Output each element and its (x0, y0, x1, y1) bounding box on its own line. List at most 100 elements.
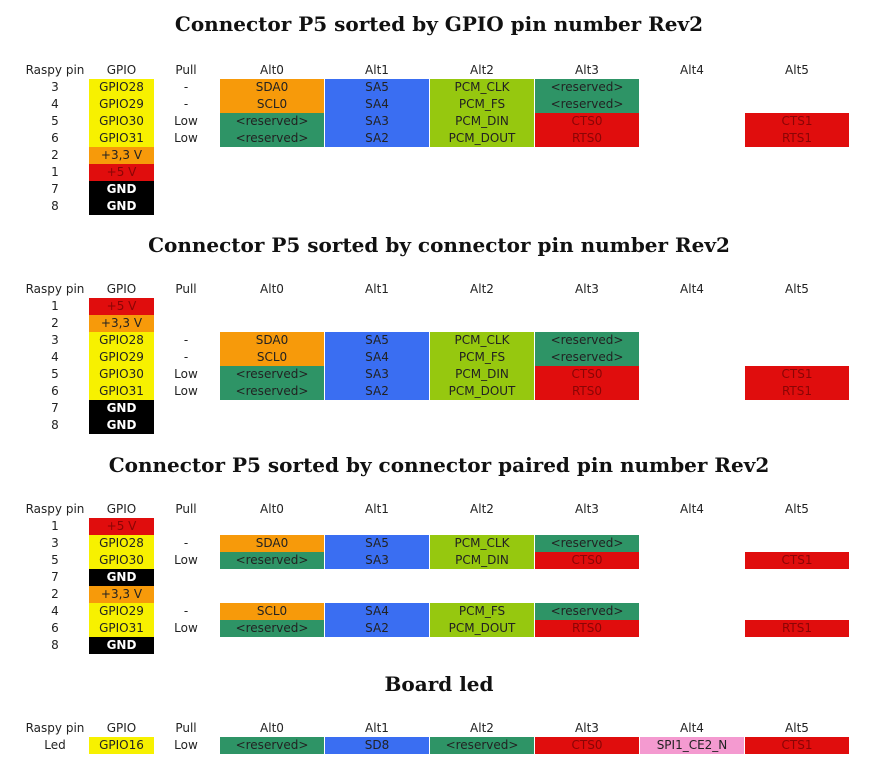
pin-number: Led (44, 738, 66, 752)
gpio-cell: +5 V (89, 298, 154, 315)
alt-function-cell: <reserved> (535, 603, 639, 620)
pin-number: 3 (51, 536, 59, 550)
alt-function-cell: SDA0 (220, 535, 324, 552)
pin-number: 7 (51, 182, 59, 196)
column-header: Alt2 (470, 721, 494, 735)
column-header: Alt1 (365, 282, 389, 296)
section-title: Connector P5 sorted by connector pin num… (148, 233, 730, 257)
column-header: Pull (175, 63, 197, 77)
pin-number: 5 (51, 367, 59, 381)
alt-function-cell: <reserved> (535, 349, 639, 366)
alt-function-cell: SA5 (325, 332, 429, 349)
gpio-cell: GPIO29 (89, 603, 154, 620)
column-header: Alt3 (575, 502, 599, 516)
column-header: Alt1 (365, 721, 389, 735)
alt-function-cell: RTS1 (745, 383, 849, 400)
alt-function-cell: RTS1 (745, 620, 849, 637)
pull-cell: Low (174, 553, 198, 567)
pin-number: 1 (51, 165, 59, 179)
pin-number: 7 (51, 401, 59, 415)
pin-number: 6 (51, 131, 59, 145)
gpio-cell: GPIO30 (89, 366, 154, 383)
column-header: Alt0 (260, 282, 284, 296)
alt-function-cell: PCM_CLK (430, 79, 534, 96)
column-header: GPIO (106, 502, 137, 516)
alt-function-cell: RTS0 (535, 130, 639, 147)
gpio-cell: GPIO31 (89, 130, 154, 147)
pin-number: 1 (51, 299, 59, 313)
alt-function-cell: <reserved> (535, 332, 639, 349)
column-header: Alt2 (470, 63, 494, 77)
gpio-cell: GPIO28 (89, 535, 154, 552)
alt-function-cell: CTS0 (535, 366, 639, 383)
alt-function-cell: PCM_CLK (430, 535, 534, 552)
pin-number: 3 (51, 80, 59, 94)
alt-function-cell: CTS1 (745, 113, 849, 130)
alt-function-cell: SA3 (325, 113, 429, 130)
gpio-cell: GPIO28 (89, 79, 154, 96)
gpio-cell: GPIO30 (89, 552, 154, 569)
alt-function-cell: SD8 (325, 737, 429, 754)
alt-function-cell: PCM_FS (430, 349, 534, 366)
section-title: Connector P5 sorted by connector paired … (108, 453, 770, 477)
column-header: Alt1 (365, 502, 389, 516)
column-header: Alt5 (785, 502, 809, 516)
column-header: Alt4 (680, 282, 704, 296)
alt-function-cell: SCL0 (220, 96, 324, 113)
alt-function-cell: <reserved> (220, 620, 324, 637)
pull-cell: - (183, 97, 189, 111)
alt-function-cell: PCM_DIN (430, 113, 534, 130)
pin-number: 7 (51, 570, 59, 584)
column-header: Raspy pin (25, 502, 85, 516)
column-header: Pull (175, 282, 197, 296)
column-header: Alt3 (575, 721, 599, 735)
gpio-cell: GND (89, 637, 154, 654)
column-header: GPIO (106, 282, 137, 296)
column-header: Alt3 (575, 282, 599, 296)
gpio-cell: GND (89, 569, 154, 586)
pull-cell: - (183, 333, 189, 347)
column-header: Alt5 (785, 63, 809, 77)
alt-function-cell: SDA0 (220, 332, 324, 349)
alt-function-cell: CTS0 (535, 737, 639, 754)
alt-function-cell: <reserved> (220, 383, 324, 400)
alt-function-cell: SA2 (325, 130, 429, 147)
gpio-cell: GPIO16 (89, 737, 154, 754)
alt-function-cell: <reserved> (220, 552, 324, 569)
alt-function-cell: RTS0 (535, 383, 639, 400)
gpio-cell: GND (89, 181, 154, 198)
column-header: Alt0 (260, 63, 284, 77)
alt-function-cell: SA4 (325, 96, 429, 113)
column-header: Alt5 (785, 721, 809, 735)
alt-function-cell: SA3 (325, 366, 429, 383)
alt-function-cell: SDA0 (220, 79, 324, 96)
alt-function-cell: PCM_DIN (430, 366, 534, 383)
gpio-cell: GPIO29 (89, 349, 154, 366)
alt-function-cell: <reserved> (535, 535, 639, 552)
alt-function-cell: CTS0 (535, 113, 639, 130)
column-header: GPIO (106, 721, 137, 735)
column-header: Alt4 (680, 721, 704, 735)
alt-function-cell: SA5 (325, 535, 429, 552)
alt-function-cell: PCM_DOUT (430, 130, 534, 147)
pull-cell: Low (174, 114, 198, 128)
pin-number: 2 (51, 587, 59, 601)
alt-function-cell: <reserved> (220, 737, 324, 754)
gpio-cell: GPIO31 (89, 383, 154, 400)
pull-cell: - (183, 80, 189, 94)
alt-function-cell: CTS1 (745, 737, 849, 754)
column-header: Alt4 (680, 502, 704, 516)
alt-function-cell: RTS1 (745, 130, 849, 147)
column-header: Alt2 (470, 282, 494, 296)
column-header: Alt3 (575, 63, 599, 77)
pin-number: 4 (51, 97, 59, 111)
gpio-cell: GPIO30 (89, 113, 154, 130)
alt-function-cell: <reserved> (535, 79, 639, 96)
gpio-cell: GPIO28 (89, 332, 154, 349)
alt-function-cell: <reserved> (220, 113, 324, 130)
section-title: Connector P5 sorted by GPIO pin number R… (174, 12, 704, 36)
column-header: Pull (175, 502, 197, 516)
alt-function-cell: SA2 (325, 620, 429, 637)
pin-number: 4 (51, 350, 59, 364)
pull-cell: Low (174, 384, 198, 398)
